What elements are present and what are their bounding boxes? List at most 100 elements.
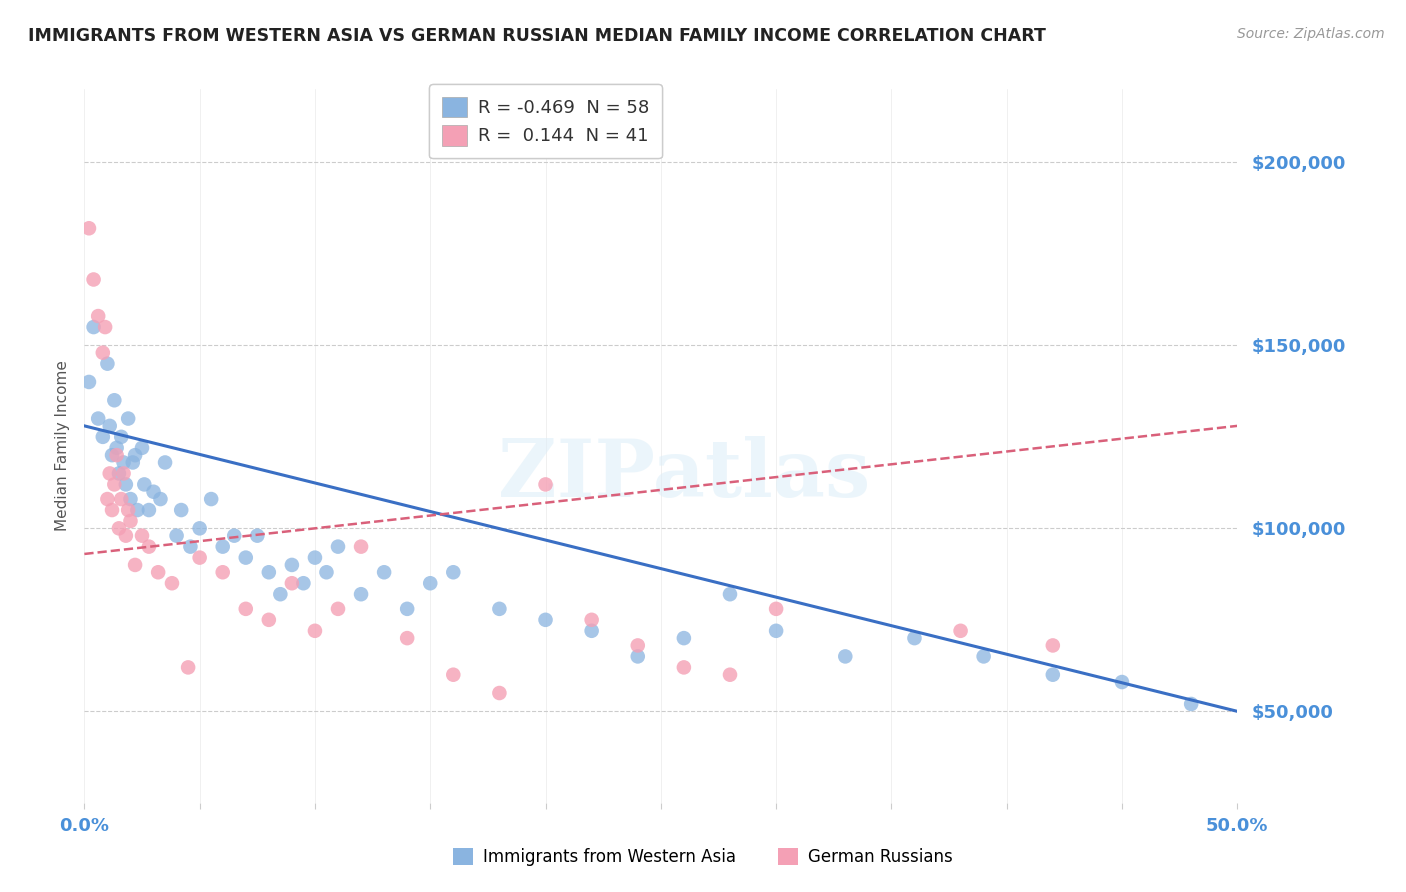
Point — [105, 441, 128, 455]
Point — [949, 624, 972, 638]
Point — [127, 503, 149, 517]
Point — [131, 529, 153, 543]
Point — [142, 484, 165, 499]
Point — [96, 491, 118, 506]
Point — [200, 491, 222, 506]
Point — [1111, 675, 1133, 690]
Point — [124, 558, 146, 572]
Point — [105, 448, 128, 462]
Point — [373, 566, 395, 580]
Point — [292, 576, 315, 591]
Point — [98, 467, 121, 481]
Point — [121, 455, 143, 469]
Point — [441, 566, 464, 580]
Point — [224, 529, 246, 543]
Point — [138, 540, 160, 554]
Point — [110, 491, 132, 506]
Point — [160, 576, 183, 591]
Point — [257, 566, 280, 580]
Point — [83, 320, 105, 334]
Point — [903, 631, 925, 645]
Point — [83, 272, 105, 286]
Point — [110, 430, 132, 444]
Point — [179, 540, 201, 554]
Point — [108, 467, 131, 481]
Point — [153, 455, 176, 469]
Point — [87, 411, 110, 425]
Point — [718, 587, 741, 601]
Point — [115, 477, 138, 491]
Point — [91, 345, 114, 359]
Point — [834, 649, 856, 664]
Point — [765, 602, 787, 616]
Point — [396, 631, 419, 645]
Point — [96, 357, 118, 371]
Point — [581, 613, 603, 627]
Point — [718, 667, 741, 681]
Y-axis label: Median Family Income: Median Family Income — [55, 360, 70, 532]
Point — [211, 566, 233, 580]
Text: Source: ZipAtlas.com: Source: ZipAtlas.com — [1237, 27, 1385, 41]
Point — [304, 550, 326, 565]
Point — [77, 221, 100, 235]
Point — [138, 503, 160, 517]
Point — [257, 613, 280, 627]
Point — [973, 649, 995, 664]
Point — [188, 521, 211, 535]
Point — [534, 477, 557, 491]
Point — [91, 430, 114, 444]
Point — [146, 566, 169, 580]
Point — [98, 418, 121, 433]
Point — [441, 667, 464, 681]
Point — [1042, 639, 1064, 653]
Point — [115, 529, 138, 543]
Point — [326, 602, 349, 616]
Point — [134, 477, 156, 491]
Point — [120, 491, 142, 506]
Point — [1180, 697, 1202, 711]
Point — [112, 455, 135, 469]
Point — [235, 550, 257, 565]
Point — [672, 631, 695, 645]
Point — [488, 602, 510, 616]
Point — [149, 491, 172, 506]
Point — [131, 441, 153, 455]
Point — [627, 639, 650, 653]
Point — [77, 375, 100, 389]
Point — [672, 660, 695, 674]
Point — [304, 624, 326, 638]
Point — [627, 649, 650, 664]
Text: ZIPatlas: ZIPatlas — [498, 435, 870, 514]
Point — [188, 550, 211, 565]
Point — [170, 503, 193, 517]
Point — [117, 503, 139, 517]
Point — [103, 477, 125, 491]
Point — [246, 529, 269, 543]
Point — [87, 309, 110, 323]
Point — [326, 540, 349, 554]
Point — [235, 602, 257, 616]
Text: IMMIGRANTS FROM WESTERN ASIA VS GERMAN RUSSIAN MEDIAN FAMILY INCOME CORRELATION : IMMIGRANTS FROM WESTERN ASIA VS GERMAN R… — [28, 27, 1046, 45]
Point — [581, 624, 603, 638]
Point — [350, 540, 373, 554]
Point — [488, 686, 510, 700]
Point — [94, 320, 117, 334]
Point — [419, 576, 441, 591]
Point — [396, 602, 419, 616]
Point — [1042, 667, 1064, 681]
Point — [101, 503, 124, 517]
Point — [350, 587, 373, 601]
Point — [124, 448, 146, 462]
Point — [166, 529, 188, 543]
Point — [315, 566, 337, 580]
Point — [534, 613, 557, 627]
Point — [103, 393, 125, 408]
Point — [269, 587, 291, 601]
Point — [765, 624, 787, 638]
Point — [117, 411, 139, 425]
Point — [281, 558, 304, 572]
Point — [120, 514, 142, 528]
Point — [108, 521, 131, 535]
Legend: Immigrants from Western Asia, German Russians: Immigrants from Western Asia, German Rus… — [444, 840, 962, 875]
Point — [177, 660, 200, 674]
